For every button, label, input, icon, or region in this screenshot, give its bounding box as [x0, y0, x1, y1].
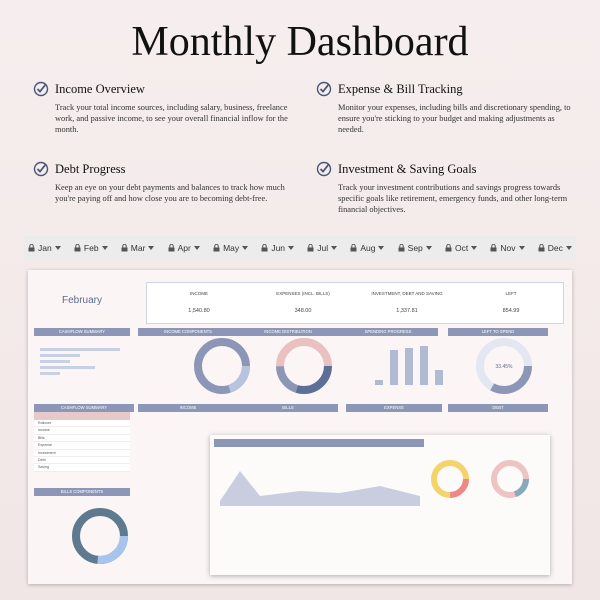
- month-name: February: [62, 295, 103, 306]
- month-label: Mar: [130, 243, 146, 253]
- month-tab[interactable]: Jul: [307, 243, 338, 253]
- month-tab[interactable]: May: [213, 243, 249, 253]
- feature: Expense & Bill Tracking Monitor your expe…: [316, 80, 571, 135]
- table-header: CASHFLOW SUMMARY: [34, 404, 134, 412]
- table-subheader: [34, 412, 130, 420]
- panel-header: INCOME DISTRIBUTION: [238, 328, 338, 336]
- month-label: Feb: [83, 243, 99, 253]
- summary-value: 348.00: [294, 308, 312, 314]
- month-tab[interactable]: Aug: [350, 243, 385, 253]
- left-percent: 33.45%: [496, 364, 514, 370]
- summary: INCOME 1,540.80 EXPENSES (INCL. BILLS) 348.…: [146, 282, 564, 324]
- summary-item: EXPENSES (INCL. BILLS) 348.00: [251, 283, 355, 323]
- feature-title: Expense & Bill Tracking: [338, 82, 463, 96]
- summary-value: 854.99: [502, 308, 520, 314]
- month-label: Jan: [38, 243, 52, 253]
- feature: Debt Progress Keep an eye on your debt pa…: [33, 160, 288, 204]
- dashboard: February INCOME 1,540.80 EXPENSES (INCL. B…: [28, 270, 572, 584]
- month-label: Oct: [454, 243, 469, 253]
- sheet-charts: [220, 460, 529, 506]
- feature-title: Investment & Saving Goals: [338, 162, 477, 176]
- table-row: Investment: [34, 450, 130, 457]
- feature-text: Keep an eye on your debt payments and ba…: [55, 183, 285, 203]
- table-row: Rollover: [34, 420, 130, 428]
- month-label: Nov: [500, 243, 516, 253]
- month-tab[interactable]: Jan: [28, 243, 61, 253]
- summary-value: 1,337.81: [396, 308, 418, 314]
- feature-title: Debt Progress: [55, 162, 126, 176]
- feature-text: Track your investment contributions and …: [338, 183, 568, 214]
- table-row: Saving: [34, 464, 130, 472]
- summary-label: INVESTMENT, DEBT AND SAVING: [371, 291, 443, 296]
- panel-header: CASHFLOW SUMMARY: [34, 328, 130, 336]
- sheet-header: [214, 439, 424, 447]
- table-header: DEBT: [448, 404, 548, 412]
- summary-label: LEFT: [505, 291, 517, 296]
- table-row: Expense: [34, 442, 130, 450]
- month-label: Apr: [177, 243, 191, 253]
- table-header: EXPENSE: [346, 404, 442, 412]
- summary-label: EXPENSES (INCL. BILLS): [276, 291, 330, 296]
- month-label: May: [223, 243, 240, 253]
- month-label: Dec: [547, 243, 563, 253]
- table-header: INCOME: [138, 404, 238, 412]
- feature: Investment & Saving Goals Track your inve…: [316, 160, 571, 215]
- feature-title: Income Overview: [55, 82, 145, 96]
- feature-text: Track your total income sources, includi…: [55, 103, 288, 134]
- month-tab[interactable]: Sep: [398, 243, 432, 253]
- panel-header: SPENDING PROGRESS: [338, 328, 438, 336]
- cashflow-table: Rollover Income Bills Expense Investment Debt…: [34, 412, 130, 472]
- title: Monthly Dashboard: [131, 19, 469, 65]
- panel-header: BILLS COMPONENTS: [34, 488, 130, 496]
- month-tab[interactable]: Feb: [74, 243, 108, 253]
- month-tab[interactable]: Oct: [445, 243, 478, 253]
- panel-header: INCOME COMPONENTS: [138, 328, 238, 336]
- overlay-sheet: [210, 435, 550, 575]
- month-label: Aug: [360, 243, 376, 253]
- table-row: Debt: [34, 457, 130, 465]
- summary-label: INCOME: [190, 291, 208, 296]
- month-tab[interactable]: Mar: [121, 243, 155, 253]
- table-row: Bills: [34, 435, 130, 443]
- summary-value: 1,540.80: [188, 308, 210, 314]
- month-label: Jun: [271, 243, 286, 253]
- month-tab[interactable]: Jun: [261, 243, 295, 253]
- month-tab[interactable]: Apr: [168, 243, 200, 253]
- summary-item: INCOME 1,540.80: [147, 283, 251, 323]
- month-label: Sep: [407, 243, 423, 253]
- month-label: Jul: [317, 243, 329, 253]
- summary-item: INVESTMENT, DEBT AND SAVING 1,337.81: [355, 283, 459, 323]
- month-tab[interactable]: Dec: [538, 243, 572, 253]
- summary-item: LEFT 854.99: [459, 283, 563, 323]
- feature: Income Overview Track your total income s…: [33, 80, 288, 135]
- charts: 33.45%: [40, 338, 532, 564]
- month-tabs: Jan Feb Mar Apr May Jun Jul Aug Sep Oct Nov Dec: [24, 236, 576, 260]
- feature-text: Monitor your expenses, including bills a…: [338, 103, 571, 134]
- panel-header: LEFT TO SPEND: [448, 328, 548, 336]
- table-row: Income: [34, 427, 130, 435]
- month-tab[interactable]: Nov: [490, 243, 525, 253]
- table-header: BILLS: [238, 404, 338, 412]
